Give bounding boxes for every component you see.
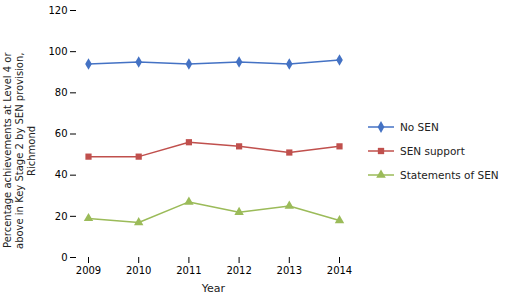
svg-text:2011: 2011 xyxy=(176,265,201,276)
html-text:SEN support: SEN support xyxy=(400,144,465,157)
svg-text:2012: 2012 xyxy=(226,265,251,276)
html-text:Statements of SEN: Statements of SEN xyxy=(400,168,499,181)
svg-text:20: 20 xyxy=(55,211,68,222)
html-text:No SEN: No SEN xyxy=(400,120,439,133)
svg-text:2010: 2010 xyxy=(126,265,151,276)
svg-text:100: 100 xyxy=(48,46,67,57)
html-text:Percentage achievements at Lev: Percentage achievements at Level 4 or ab… xyxy=(2,52,37,249)
svg-text:0: 0 xyxy=(61,252,67,263)
svg-text:40: 40 xyxy=(55,169,68,180)
svg-text:120: 120 xyxy=(48,5,67,16)
svg-text:60: 60 xyxy=(55,128,68,139)
html-text:Year: Year xyxy=(201,282,226,295)
svg-text:2009: 2009 xyxy=(76,265,101,276)
svg-text:80: 80 xyxy=(55,87,68,98)
svg-text:2014: 2014 xyxy=(327,265,352,276)
svg-text:2013: 2013 xyxy=(277,265,302,276)
